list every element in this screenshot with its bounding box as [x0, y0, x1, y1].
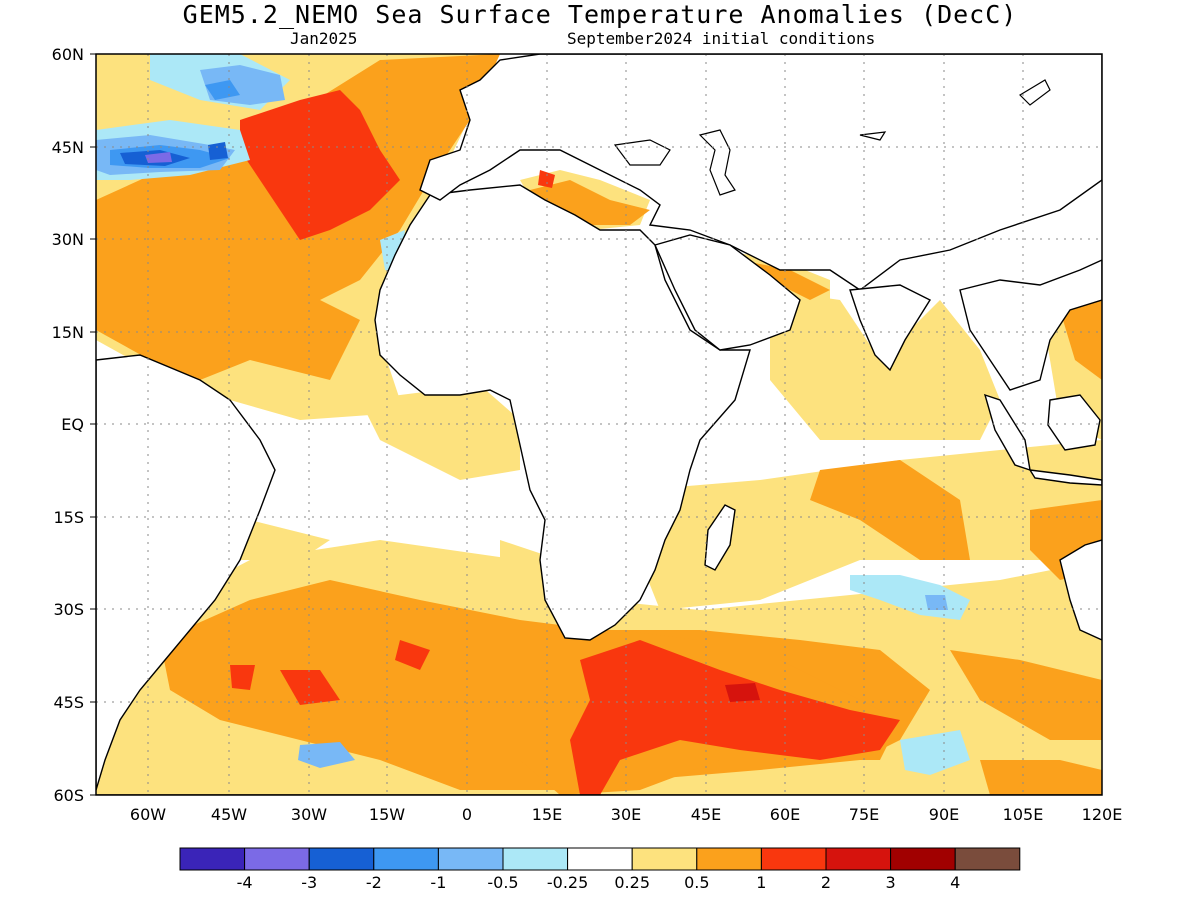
lat-label: 15S	[53, 508, 84, 527]
lat-label: 15N	[52, 323, 84, 342]
india-landmass	[849, 284, 932, 372]
legend-tick-label: 3	[886, 873, 896, 892]
lon-label: 75E	[849, 805, 879, 824]
lon-label: 45W	[211, 805, 247, 824]
africa-landmass	[374, 184, 751, 641]
legend-tick-label: -3	[301, 873, 317, 892]
madagascar-landmass	[704, 504, 736, 571]
legend-swatch	[373, 847, 439, 871]
legend-swatch	[631, 847, 698, 871]
legend-swatch	[825, 847, 892, 871]
legend-tick-label: -1	[430, 873, 446, 892]
lon-label: 30E	[611, 805, 641, 824]
legend-tick-label: 0.25	[614, 873, 650, 892]
java-landmass	[1028, 469, 1102, 486]
lon-label: 90E	[929, 805, 959, 824]
lat-label: 30S	[53, 600, 84, 619]
lat-label: 60N	[52, 45, 84, 64]
legend-swatch	[437, 847, 504, 871]
lat-label: EQ	[61, 415, 84, 434]
south-america-landmass	[96, 354, 276, 791]
lon-label: 0	[462, 805, 472, 824]
initial-conditions-label: September2024 initial conditions	[567, 29, 876, 48]
valid-month-label: Jan2025	[290, 29, 358, 48]
legend-tick-label: -2	[366, 873, 382, 892]
legend-tick-label: -4	[237, 873, 253, 892]
lon-label: 60E	[770, 805, 800, 824]
legend-tick-label: 2	[821, 873, 831, 892]
legend-swatch	[890, 847, 956, 871]
anomaly-field	[96, 54, 1102, 795]
longitude-labels: 60W 45W 30W 15W 0 15E 30E 45E 60E 75E 90…	[130, 805, 1122, 824]
anomaly-very-strong-warm	[725, 683, 760, 702]
legend-tick-label: -0.5	[487, 873, 518, 892]
legend-tick-label: 4	[950, 873, 960, 892]
lat-label: 30N	[52, 230, 84, 249]
lon-label: 60W	[130, 805, 166, 824]
legend-swatch	[308, 847, 375, 871]
lat-label: 60S	[53, 786, 84, 805]
lat-label: 45S	[53, 693, 84, 712]
legend-swatch	[954, 847, 1021, 871]
legend-swatch	[179, 847, 246, 871]
lon-label: 45E	[691, 805, 721, 824]
lon-label: 120E	[1082, 805, 1123, 824]
figure-title: GEM5.2_NEMO Sea Surface Temperature Anom…	[182, 0, 1018, 29]
inland-seas	[613, 79, 1051, 196]
lon-label: 105E	[1003, 805, 1044, 824]
land-coastlines	[96, 54, 1102, 795]
legend-swatch	[760, 847, 827, 871]
axis-ticks	[90, 53, 96, 796]
legend-swatch	[244, 847, 310, 871]
color-legend: -4 -3 -2 -1 -0.5 -0.25 0.25 0.5 1 2 3 4	[179, 847, 1021, 892]
arabia-landmass	[654, 234, 801, 351]
legend-tick-label: 0.5	[684, 873, 709, 892]
legend-tick-label: -0.25	[547, 873, 588, 892]
se-asia-landmass	[959, 259, 1102, 391]
lon-label: 15E	[532, 805, 562, 824]
legend-swatch	[502, 847, 569, 871]
australia-landmass	[1059, 539, 1102, 641]
lat-label: 45N	[52, 138, 84, 157]
lon-label: 30W	[291, 805, 327, 824]
anomaly-extreme-cool	[145, 152, 172, 163]
lon-label: 15W	[369, 805, 405, 824]
graticule	[96, 54, 1102, 795]
europe-landmass	[419, 54, 1102, 291]
legend-swatch	[696, 847, 762, 871]
latitude-labels: 60N 45N 30N 15N EQ 15S 30S 45S 60S	[52, 45, 84, 805]
legend-tick-label: 1	[756, 873, 766, 892]
legend-swatch	[567, 847, 633, 871]
borneo-landmass	[1047, 394, 1101, 451]
anomaly-strong-warm	[230, 90, 900, 795]
